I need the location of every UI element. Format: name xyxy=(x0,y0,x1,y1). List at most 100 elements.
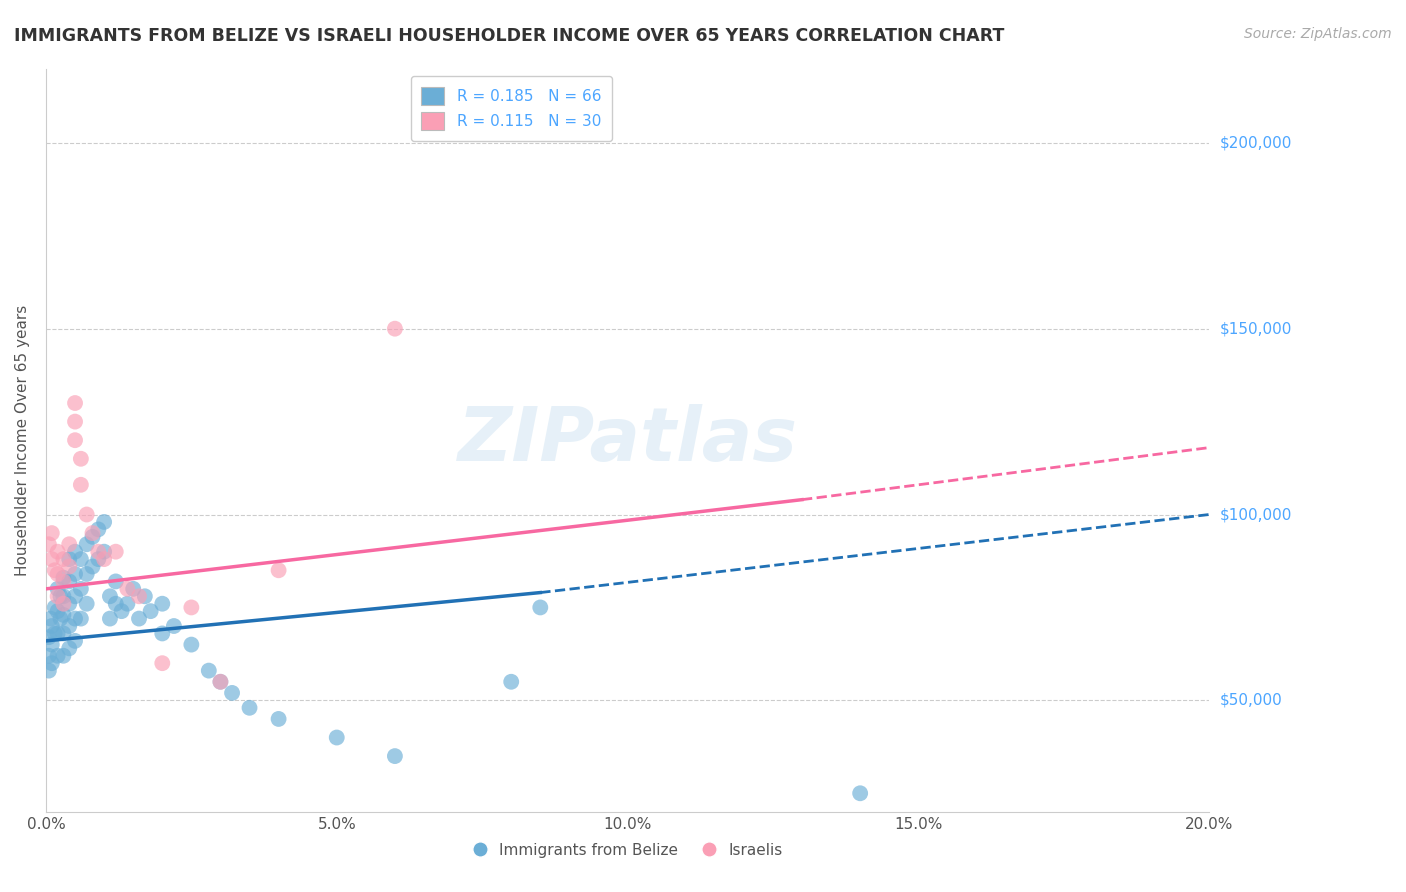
Point xyxy=(93,552,115,566)
Point xyxy=(41,656,63,670)
Point xyxy=(384,321,406,335)
Point xyxy=(52,552,75,566)
Point xyxy=(70,477,93,491)
Text: $200,000: $200,000 xyxy=(1220,136,1292,151)
Point xyxy=(849,786,872,800)
Point xyxy=(384,749,406,764)
Point xyxy=(76,537,98,551)
Point xyxy=(46,544,69,558)
Point xyxy=(70,582,93,596)
Point xyxy=(209,674,232,689)
Text: $100,000: $100,000 xyxy=(1220,507,1292,522)
Point xyxy=(52,607,75,622)
Point xyxy=(46,626,69,640)
Point xyxy=(41,619,63,633)
Point xyxy=(326,731,349,745)
Point xyxy=(110,604,132,618)
Text: IMMIGRANTS FROM BELIZE VS ISRAELI HOUSEHOLDER INCOME OVER 65 YEARS CORRELATION C: IMMIGRANTS FROM BELIZE VS ISRAELI HOUSEH… xyxy=(14,27,1004,45)
Point xyxy=(63,544,86,558)
Point xyxy=(52,648,75,663)
Point xyxy=(180,600,202,615)
Point xyxy=(267,712,290,726)
Text: Source: ZipAtlas.com: Source: ZipAtlas.com xyxy=(1244,27,1392,41)
Point xyxy=(76,566,98,581)
Point xyxy=(52,597,75,611)
Point xyxy=(122,582,145,596)
Point xyxy=(87,544,110,558)
Point xyxy=(87,552,110,566)
Point xyxy=(38,648,60,663)
Point xyxy=(76,508,98,522)
Point xyxy=(98,611,121,625)
Point xyxy=(44,626,66,640)
Point xyxy=(70,552,93,566)
Text: $150,000: $150,000 xyxy=(1220,321,1292,336)
Point xyxy=(46,604,69,618)
Point xyxy=(58,619,80,633)
Point xyxy=(82,526,104,541)
Point xyxy=(63,433,86,447)
Point xyxy=(70,451,93,466)
Point xyxy=(98,589,121,603)
Point xyxy=(221,686,243,700)
Point xyxy=(104,574,127,589)
Point xyxy=(38,537,60,551)
Point xyxy=(41,638,63,652)
Point xyxy=(209,674,232,689)
Point xyxy=(46,589,69,603)
Point xyxy=(180,638,202,652)
Point xyxy=(46,566,69,581)
Point xyxy=(44,600,66,615)
Point xyxy=(41,526,63,541)
Point xyxy=(267,563,290,577)
Point xyxy=(63,396,86,410)
Point xyxy=(150,626,173,640)
Point xyxy=(198,664,221,678)
Point xyxy=(117,597,139,611)
Point xyxy=(52,626,75,640)
Point xyxy=(63,589,86,603)
Point xyxy=(150,597,173,611)
Point xyxy=(82,559,104,574)
Point xyxy=(63,611,86,625)
Point xyxy=(82,530,104,544)
Point xyxy=(52,589,75,603)
Point xyxy=(58,552,80,566)
Point xyxy=(529,600,551,615)
Point xyxy=(38,630,60,644)
Point xyxy=(128,589,150,603)
Point xyxy=(46,582,69,596)
Point xyxy=(117,582,139,596)
Point xyxy=(70,611,93,625)
Point xyxy=(49,589,72,603)
Text: $50,000: $50,000 xyxy=(1220,693,1282,708)
Legend: Immigrants from Belize, Israelis: Immigrants from Belize, Israelis xyxy=(465,837,789,863)
Point xyxy=(58,574,80,589)
Point xyxy=(76,597,98,611)
Text: ZIPatlas: ZIPatlas xyxy=(457,404,797,476)
Point xyxy=(58,559,80,574)
Point xyxy=(104,544,127,558)
Point xyxy=(134,589,156,603)
Point xyxy=(150,656,173,670)
Point xyxy=(558,80,581,95)
Point xyxy=(93,544,115,558)
Point xyxy=(139,604,162,618)
Y-axis label: Householder Income Over 65 years: Householder Income Over 65 years xyxy=(15,304,30,576)
Point xyxy=(52,571,75,585)
Point xyxy=(52,574,75,589)
Point xyxy=(238,700,260,714)
Point xyxy=(63,415,86,429)
Point xyxy=(46,648,69,663)
Point xyxy=(49,611,72,625)
Point xyxy=(41,552,63,566)
Point xyxy=(93,515,115,529)
Point xyxy=(58,597,80,611)
Point xyxy=(38,664,60,678)
Point xyxy=(163,619,186,633)
Point xyxy=(63,566,86,581)
Point xyxy=(39,611,62,625)
Point xyxy=(104,597,127,611)
Point xyxy=(58,641,80,656)
Point xyxy=(44,563,66,577)
